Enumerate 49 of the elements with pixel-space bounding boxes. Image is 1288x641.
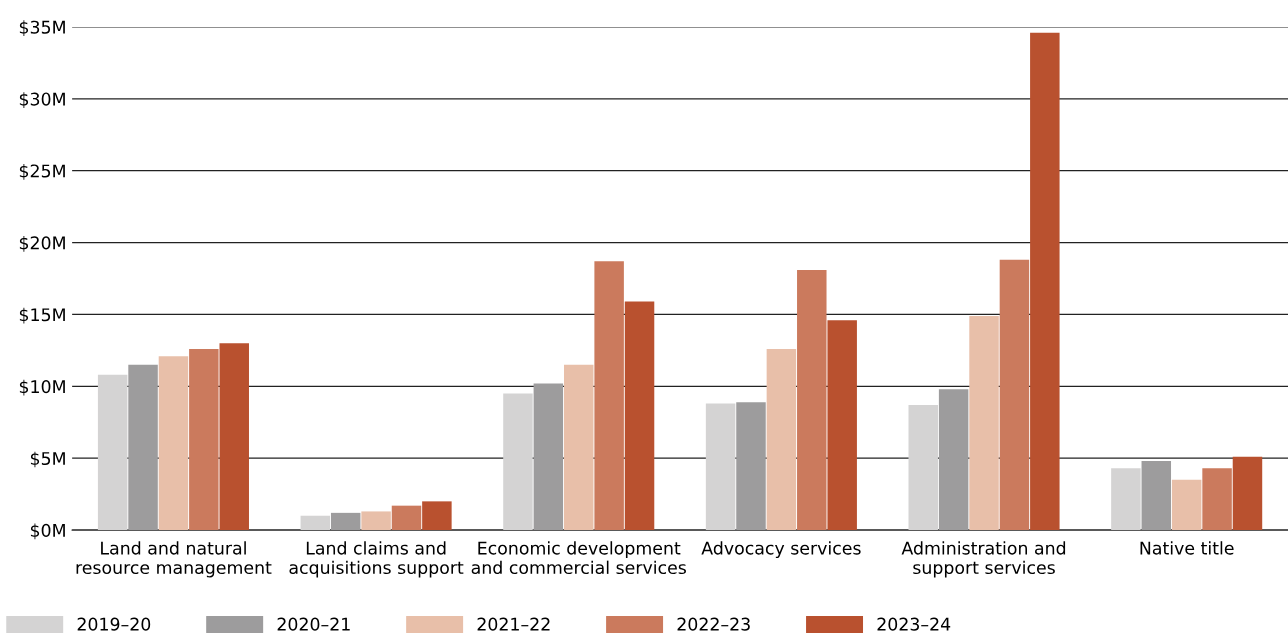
bar — [503, 393, 533, 531]
bar — [1232, 456, 1263, 531]
legend-label: 2021–22 — [477, 617, 550, 631]
y-tick-label: $20M — [19, 235, 65, 252]
x-tick-label: Economic development and commercial services — [471, 541, 686, 575]
bar — [1111, 468, 1141, 531]
bar — [1141, 461, 1172, 531]
x-tick-label: Advocacy services — [701, 541, 861, 559]
y-tick-label: $0M — [30, 523, 65, 540]
bar — [705, 403, 736, 531]
y-tick-label: $5M — [30, 451, 65, 468]
y-tick-label: $35M — [19, 20, 65, 37]
bar — [938, 389, 969, 531]
bar — [564, 364, 594, 531]
bar — [797, 269, 827, 531]
y-tick-label: $15M — [19, 307, 65, 324]
bar — [158, 356, 189, 531]
bar — [1030, 32, 1060, 531]
bar — [1202, 468, 1232, 531]
y-tick-label: $30M — [19, 92, 65, 108]
bar — [908, 405, 938, 531]
bar — [189, 348, 219, 531]
bar — [128, 364, 158, 531]
y-tick-label: $25M — [19, 164, 65, 180]
bar — [624, 301, 655, 531]
bar — [827, 320, 857, 531]
bar — [736, 402, 766, 531]
legend-label: 2023–24 — [877, 617, 951, 631]
x-tick-label: Land and natural resource management — [76, 541, 272, 578]
legend-label: 2019–20 — [77, 617, 151, 631]
legend-label: 2022–23 — [677, 617, 750, 631]
bar — [361, 511, 391, 531]
bar — [766, 348, 797, 531]
x-tick-label: Land claims and acquisitions support — [289, 541, 464, 578]
bar — [330, 512, 361, 531]
bar — [219, 343, 249, 531]
bar — [391, 505, 422, 531]
bar — [422, 501, 452, 531]
bar — [97, 374, 128, 531]
bar — [300, 515, 331, 531]
y-tick-label: $10M — [19, 379, 65, 396]
bar — [594, 261, 624, 531]
bar — [1171, 479, 1202, 531]
bar — [999, 259, 1030, 531]
x-tick-label: Administration and support services — [901, 541, 1066, 578]
bar — [533, 383, 564, 531]
bar — [969, 315, 999, 531]
x-tick-label: Native title — [1140, 541, 1234, 555]
legend-label: 2020–21 — [277, 617, 350, 631]
